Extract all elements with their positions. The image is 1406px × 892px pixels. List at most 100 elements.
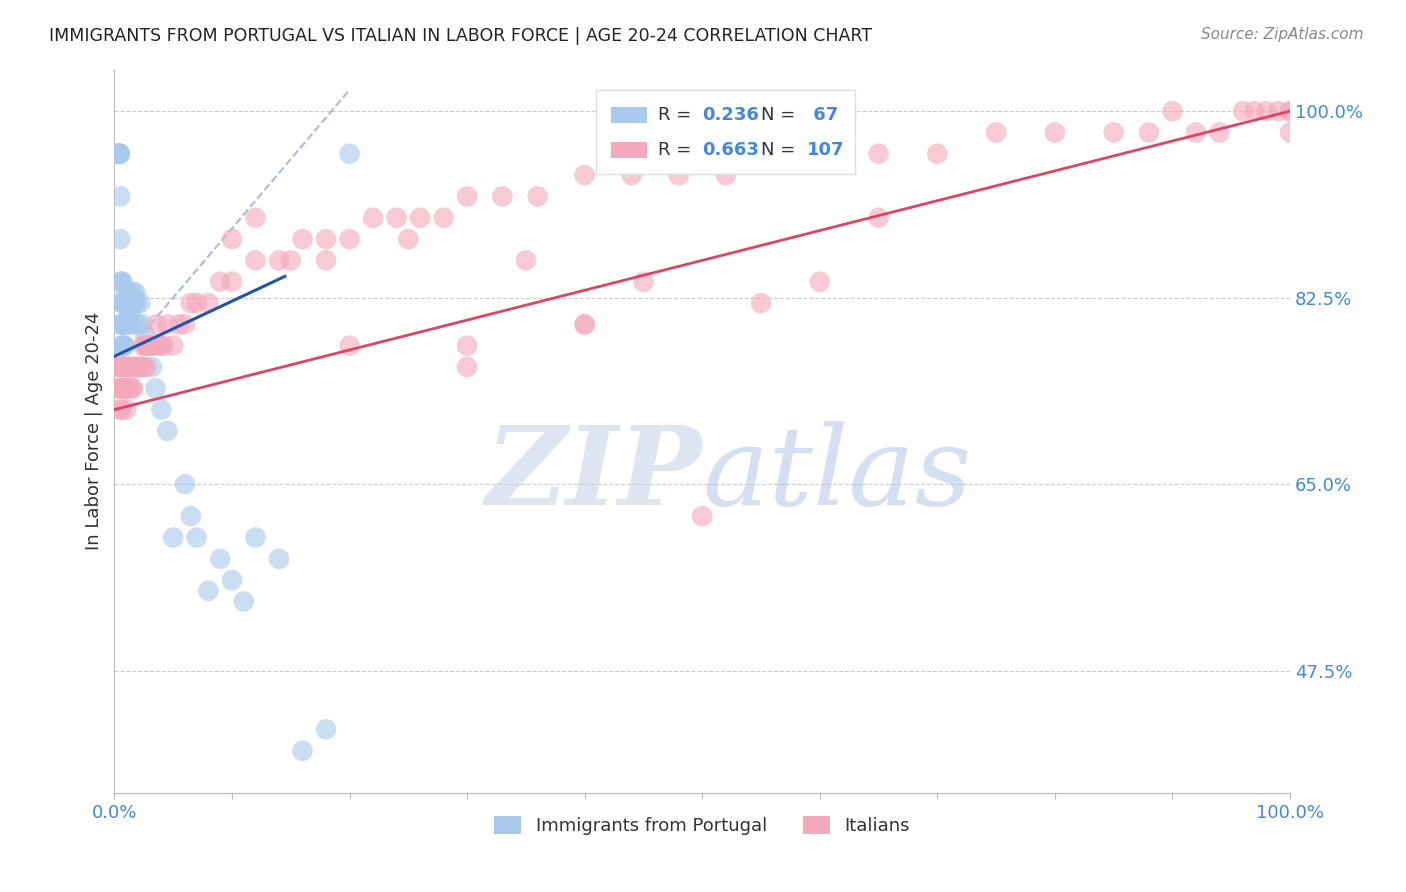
Point bbox=[127, 318, 149, 332]
Point bbox=[118, 318, 141, 332]
Point bbox=[491, 189, 513, 203]
Point bbox=[456, 339, 478, 353]
Point bbox=[117, 285, 139, 300]
Point bbox=[280, 253, 302, 268]
Point bbox=[111, 318, 134, 332]
Point bbox=[1267, 104, 1289, 119]
Point bbox=[136, 339, 159, 353]
Point bbox=[114, 359, 136, 374]
Point bbox=[162, 531, 184, 545]
Point bbox=[120, 307, 142, 321]
Point bbox=[396, 232, 419, 246]
Point bbox=[515, 253, 537, 268]
Point bbox=[339, 232, 361, 246]
Point bbox=[197, 583, 219, 598]
Point bbox=[141, 339, 163, 353]
Point bbox=[174, 477, 197, 491]
Point bbox=[148, 339, 170, 353]
Point bbox=[110, 318, 132, 332]
Point bbox=[108, 146, 131, 161]
Point bbox=[221, 573, 243, 587]
Point bbox=[808, 146, 831, 161]
Point bbox=[134, 328, 156, 343]
Point bbox=[107, 146, 129, 161]
Point bbox=[118, 296, 141, 310]
Text: atlas: atlas bbox=[702, 421, 972, 528]
Point bbox=[128, 359, 150, 374]
Point bbox=[152, 339, 174, 353]
Point bbox=[105, 146, 128, 161]
Point bbox=[150, 402, 173, 417]
Point bbox=[121, 296, 143, 310]
Bar bbox=[610, 107, 647, 123]
Text: 67: 67 bbox=[807, 106, 838, 124]
Point bbox=[107, 146, 129, 161]
Point bbox=[112, 381, 135, 395]
Point bbox=[315, 253, 337, 268]
Point bbox=[315, 232, 337, 246]
Point bbox=[267, 552, 290, 566]
Point bbox=[135, 359, 157, 374]
Point bbox=[122, 381, 145, 395]
Point bbox=[117, 296, 139, 310]
Point bbox=[868, 146, 890, 161]
Point bbox=[749, 296, 772, 310]
Point bbox=[110, 402, 132, 417]
Point bbox=[110, 318, 132, 332]
Point bbox=[117, 381, 139, 395]
Point bbox=[111, 339, 134, 353]
Point bbox=[127, 359, 149, 374]
Point bbox=[150, 339, 173, 353]
Point bbox=[1043, 126, 1066, 140]
Point bbox=[110, 381, 132, 395]
Text: N =: N = bbox=[761, 141, 801, 159]
Point bbox=[245, 531, 267, 545]
Legend: Immigrants from Portugal, Italians: Immigrants from Portugal, Italians bbox=[495, 815, 910, 835]
Point bbox=[1256, 104, 1278, 119]
Point bbox=[110, 359, 132, 374]
Text: 0.663: 0.663 bbox=[702, 141, 759, 159]
Point bbox=[108, 146, 131, 161]
Text: ZIP: ZIP bbox=[485, 421, 702, 528]
Point bbox=[114, 339, 136, 353]
Point bbox=[762, 146, 785, 161]
Point bbox=[339, 146, 361, 161]
Point bbox=[1279, 104, 1302, 119]
Point bbox=[125, 296, 148, 310]
Point bbox=[108, 381, 131, 395]
Point bbox=[114, 381, 136, 395]
Point bbox=[620, 168, 643, 182]
Point bbox=[112, 359, 135, 374]
Point bbox=[108, 146, 131, 161]
Point bbox=[141, 359, 163, 374]
Point bbox=[114, 296, 136, 310]
Point bbox=[132, 359, 155, 374]
Point bbox=[110, 359, 132, 374]
Text: N =: N = bbox=[761, 106, 801, 124]
Point bbox=[114, 318, 136, 332]
Text: IMMIGRANTS FROM PORTUGAL VS ITALIAN IN LABOR FORCE | AGE 20-24 CORRELATION CHART: IMMIGRANTS FROM PORTUGAL VS ITALIAN IN L… bbox=[49, 27, 872, 45]
Point bbox=[124, 359, 146, 374]
Point bbox=[186, 296, 208, 310]
Point bbox=[1279, 104, 1302, 119]
Point bbox=[209, 275, 232, 289]
Point bbox=[1161, 104, 1184, 119]
Point bbox=[232, 594, 254, 608]
Point bbox=[115, 359, 138, 374]
Point bbox=[174, 318, 197, 332]
Point bbox=[112, 339, 135, 353]
Point bbox=[633, 275, 655, 289]
Point bbox=[110, 146, 132, 161]
Point bbox=[112, 296, 135, 310]
Point bbox=[111, 275, 134, 289]
Point bbox=[245, 253, 267, 268]
Point bbox=[432, 211, 454, 225]
FancyBboxPatch shape bbox=[596, 90, 855, 174]
Point bbox=[115, 381, 138, 395]
Point bbox=[110, 189, 132, 203]
Point bbox=[574, 168, 596, 182]
Point bbox=[107, 146, 129, 161]
Point bbox=[145, 381, 167, 395]
Point bbox=[361, 211, 384, 225]
Point bbox=[107, 381, 129, 395]
